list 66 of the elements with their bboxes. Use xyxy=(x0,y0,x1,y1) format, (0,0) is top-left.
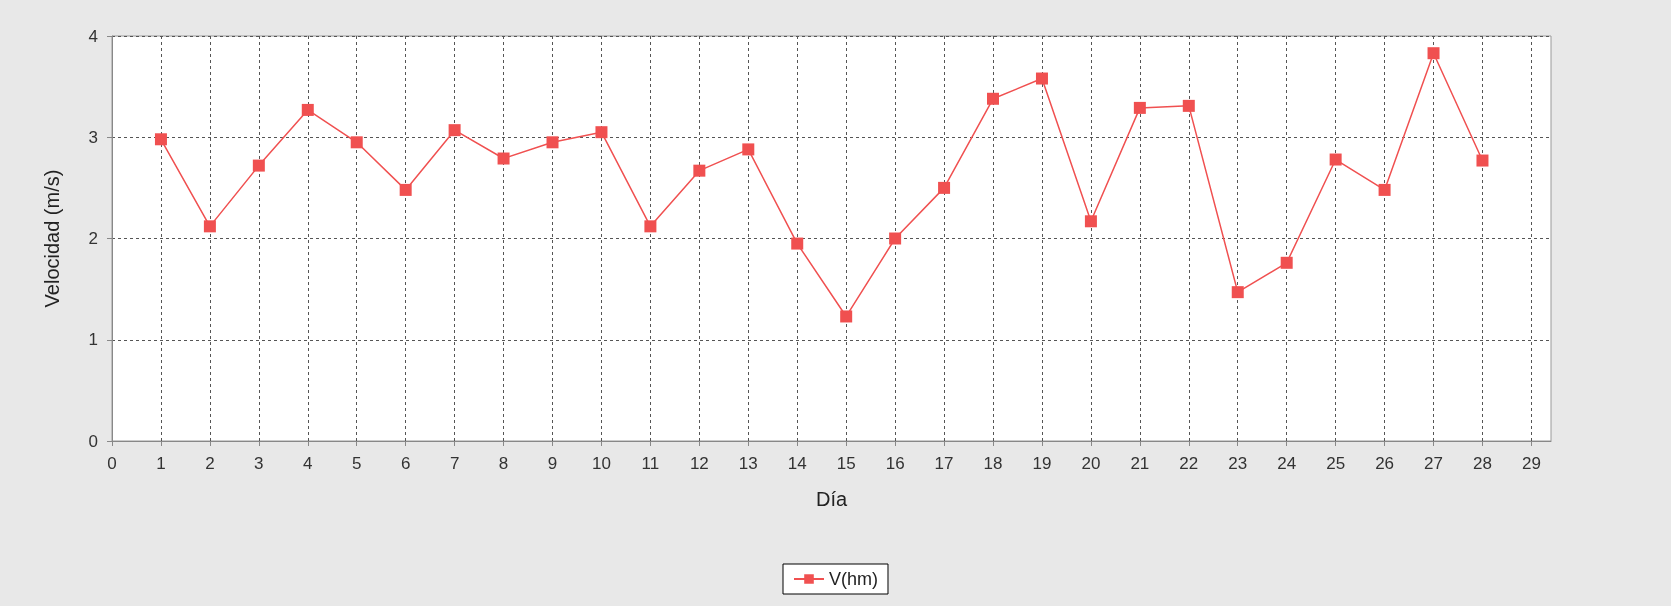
point xyxy=(1329,153,1342,166)
x-tick-label: 13 xyxy=(738,454,758,473)
x-tick-label: 15 xyxy=(836,454,856,473)
y-tick-label: 0 xyxy=(88,431,98,451)
point xyxy=(1084,215,1097,228)
x-tick-label: 8 xyxy=(498,454,509,473)
point xyxy=(203,220,216,233)
point xyxy=(1231,286,1244,299)
point xyxy=(644,220,657,233)
point xyxy=(840,310,853,323)
x-tick-label: 2 xyxy=(205,454,215,473)
x-tick-label: 27 xyxy=(1424,454,1443,473)
x-tick-label: 25 xyxy=(1326,454,1346,473)
point xyxy=(693,164,706,177)
point xyxy=(448,124,461,137)
x-tick-label: 16 xyxy=(885,454,905,473)
point xyxy=(987,92,1000,105)
point xyxy=(938,181,951,194)
x-tick-label: 10 xyxy=(591,454,611,473)
x-tick-label: 20 xyxy=(1081,454,1101,473)
point xyxy=(546,136,559,149)
x-tick-label: 28 xyxy=(1473,454,1492,473)
x-tick-label: 19 xyxy=(1032,454,1052,473)
point xyxy=(889,232,902,245)
y-tick-label: 3 xyxy=(88,127,98,147)
x-axis-title: Día xyxy=(815,488,848,510)
x-tick-label: 26 xyxy=(1375,454,1395,473)
x-tick-label: 22 xyxy=(1179,454,1199,473)
point xyxy=(791,237,804,250)
point xyxy=(301,103,314,116)
x-tick-label: 6 xyxy=(400,454,411,473)
x-tick-label: 18 xyxy=(983,454,1003,473)
point xyxy=(1476,154,1489,167)
y-tick-label: 4 xyxy=(88,26,98,46)
x-tick-label: 17 xyxy=(934,454,954,473)
y-tick-label: 1 xyxy=(88,330,98,350)
point xyxy=(399,183,412,196)
x-tick-label: 5 xyxy=(351,454,362,473)
x-tick-label: 4 xyxy=(303,454,313,473)
point xyxy=(350,136,363,149)
point xyxy=(742,143,755,156)
x-tick-label: 3 xyxy=(254,454,264,473)
x-tick-label: 23 xyxy=(1228,454,1248,473)
point xyxy=(1182,99,1195,112)
x-tick-label: 24 xyxy=(1277,454,1297,473)
y-tick-label: 2 xyxy=(88,229,98,248)
x-tick-label: 12 xyxy=(689,454,709,473)
point xyxy=(1280,256,1293,269)
point xyxy=(595,126,608,139)
y-axis-title: Velocidad (m/s) xyxy=(41,169,63,308)
point xyxy=(1378,183,1391,196)
x-tick-label: 14 xyxy=(787,454,807,473)
x-tick-label: 7 xyxy=(449,454,460,473)
x-tick-label: 21 xyxy=(1130,454,1150,473)
point xyxy=(1035,72,1048,85)
x-tick-label: 9 xyxy=(547,454,558,473)
point xyxy=(252,159,265,172)
legend-label: V(hm) xyxy=(829,569,878,589)
point xyxy=(1427,47,1440,60)
point xyxy=(154,133,167,146)
x-tick-label: 1 xyxy=(156,454,166,473)
x-tick-label: 0 xyxy=(107,454,117,473)
x-tick-label: 29 xyxy=(1521,454,1541,473)
point xyxy=(1133,101,1146,114)
x-tick-label: 11 xyxy=(641,454,660,473)
point xyxy=(497,152,510,165)
